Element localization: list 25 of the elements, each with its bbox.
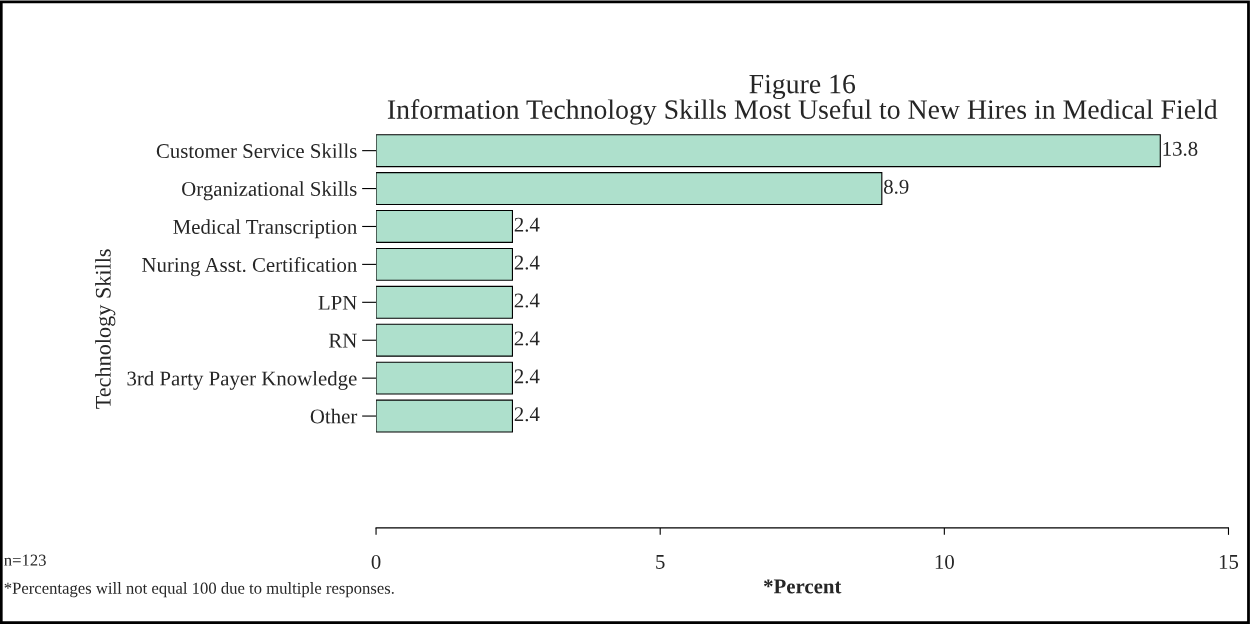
data-label: 2.4 <box>514 331 540 346</box>
data-label: 2.4 <box>514 293 540 308</box>
y-axis-title: Technology Skills <box>95 249 116 409</box>
y-tick-label: LPN <box>318 295 357 310</box>
x-axis-title: *Percent <box>763 579 842 594</box>
x-tick-label: 15 <box>1219 555 1239 569</box>
data-label: 2.4 <box>514 369 540 384</box>
data-label: 8.9 <box>884 179 909 194</box>
data-label: 2.4 <box>514 407 540 422</box>
text: *Percentages will not equal 100 due to multiple responses. <box>4 582 394 598</box>
x-tick-label: 0 <box>371 554 381 569</box>
y-tick-label: 3rd Party Payer Knowledge <box>127 370 357 390</box>
data-label: 2.4 <box>514 255 540 270</box>
data-label: 13.8 <box>1163 141 1198 156</box>
chart-title: Figure 16 Information Technology Skills Most Useful to New Hires in Medical Field <box>387 74 1218 125</box>
y-tick-label: Customer Service Skills <box>156 143 357 159</box>
y-tick-label: Nuring Asst. Certification <box>142 257 357 277</box>
data-label: 2.4 <box>514 217 540 232</box>
y-tick-label: Organizational Skills <box>182 181 357 201</box>
x-tick-label: 5 <box>656 555 665 569</box>
text: n=123 <box>4 554 46 566</box>
x-tick-label: 10 <box>935 554 954 569</box>
y-tick-label: Other <box>310 408 358 424</box>
y-tick-label: Medical Transcription <box>173 219 357 239</box>
y-tick-label: RN <box>328 333 357 348</box>
